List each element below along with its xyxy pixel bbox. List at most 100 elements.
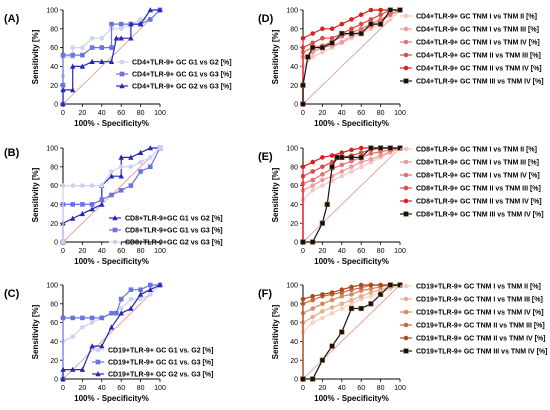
data-point <box>358 30 364 37</box>
y-tick-label: 100 <box>46 283 58 290</box>
legend-entry: CD8+TLR-9+ GC TNM I vs TNM III [%] <box>400 160 539 167</box>
reference-diagonal <box>62 9 161 105</box>
legend-entry: CD8+TLR-9+ GC TNM II vs TNM III [%] <box>400 186 541 193</box>
data-point <box>80 325 85 330</box>
legend-swatch-marker <box>403 211 409 217</box>
data-point <box>99 45 105 50</box>
x-tick-label: 80 <box>137 385 145 392</box>
x-axis-title: 100% - Specificity% <box>314 119 389 128</box>
data-point <box>339 21 345 27</box>
data-point <box>320 172 325 177</box>
data-point <box>378 153 383 158</box>
data-point <box>320 35 325 41</box>
y-tick-label: 20 <box>50 83 58 90</box>
data-point <box>388 17 393 22</box>
data-point <box>79 63 86 69</box>
x-tick-label: 80 <box>137 110 145 117</box>
y-tick-label: 20 <box>50 221 58 228</box>
legend: CD19+TLR-9+ GC G1 vs. G2 [%] CD19+TLR-9+ … <box>92 348 213 379</box>
legend-entry: CD4+TLR-9+ GC G2 vs G3 [%] <box>116 83 232 91</box>
data-point <box>329 153 335 158</box>
legend-swatch-marker <box>403 322 409 328</box>
legend-entry: CD19+TLR-9+ GC TNM I vs TNM II [%] <box>400 284 541 291</box>
legend-swatch-marker <box>403 283 409 289</box>
data-point <box>329 26 335 32</box>
data-point <box>339 30 345 37</box>
legend-label: CD8+TLR-9+GC G2 vs G3 [%] <box>125 240 223 247</box>
y-tick-label: 0 <box>294 240 298 247</box>
data-point <box>320 292 325 297</box>
data-point <box>138 296 143 302</box>
data-point <box>348 305 355 312</box>
data-point <box>329 164 335 170</box>
data-point <box>300 296 306 302</box>
data-point <box>310 297 316 303</box>
data-point <box>60 239 66 245</box>
data-point <box>99 315 105 321</box>
y-tick-label: 0 <box>294 102 298 109</box>
legend-swatch-marker <box>403 26 409 32</box>
data-point <box>378 282 383 288</box>
data-point <box>113 35 120 41</box>
data-point <box>89 206 95 212</box>
legend-label: CD4+TLR-9+ GC TNM III vs TNM IV [%] <box>416 79 544 86</box>
legend-entry: CD19+TLR-9+ GC G1 vs. G3 [%] <box>92 360 213 367</box>
data-point <box>157 7 163 13</box>
data-point <box>339 154 345 161</box>
data-point <box>80 45 85 50</box>
data-point <box>70 215 76 221</box>
x-tick-label: 60 <box>117 385 125 392</box>
x-axis-title: 100% - Specificity% <box>74 257 149 266</box>
x-tick-label: 100 <box>154 110 166 117</box>
data-point <box>300 82 306 88</box>
legend-label: CD8+TLR-9+ GC TNM III vs TNM IV [%] <box>416 212 544 219</box>
legend-swatch-marker <box>119 83 125 89</box>
legend: CD8+TLR-9+ GC TNM I vs TNM II [%] CD8+TLR… <box>400 147 544 219</box>
x-tick-label: 20 <box>79 110 87 117</box>
data-point <box>397 145 403 151</box>
data-point <box>339 169 345 174</box>
legend-label: CD8+TLR-9+ GC TNM II vs TNM III [%] <box>416 186 541 193</box>
data-point <box>329 297 335 303</box>
panel-label: (D) <box>258 13 274 25</box>
data-point <box>320 315 325 321</box>
legend-entry: CD19+TLR-9+ GC TNM II vs TNM IV [%] <box>400 336 546 343</box>
x-axis-title: 100% - Specificity% <box>314 257 389 266</box>
data-point <box>368 286 374 292</box>
data-point <box>339 150 345 155</box>
data-point <box>397 7 403 13</box>
x-tick-label: 100 <box>154 248 166 255</box>
legend-label: CD19+TLR-9+ GC G1 vs. G2 [%] <box>108 348 213 355</box>
data-point <box>60 101 66 107</box>
data-point <box>118 188 124 193</box>
data-point <box>368 282 374 288</box>
x-tick-label: 0 <box>301 385 305 392</box>
legend-label: CD8+TLR-9+ GC TNM II vs TNM IV [%] <box>416 199 542 206</box>
panel-c: (C) 0 20 40 60 80 100 0 20 40 60 80 100 100% - Specif… <box>4 282 213 403</box>
data-point <box>137 291 144 297</box>
data-point <box>310 306 316 311</box>
data-point <box>310 31 316 36</box>
data-point <box>99 183 105 188</box>
data-point <box>109 310 114 316</box>
x-tick-label: 0 <box>301 248 305 255</box>
legend-entry: CD4+TLR-9+ GC TNM I vs TNM II [%] <box>400 14 537 21</box>
x-tick-label: 80 <box>377 110 385 117</box>
x-tick-label: 100 <box>394 385 406 392</box>
data-point <box>329 290 335 295</box>
x-tick-label: 80 <box>377 248 385 255</box>
data-point <box>320 309 325 314</box>
data-point <box>329 35 335 41</box>
data-point <box>157 282 163 288</box>
data-point <box>349 297 354 303</box>
data-point <box>310 159 316 165</box>
legend-label: CD19+TLR-9+ GC TNM II vs TNM III [%] <box>416 323 545 330</box>
y-tick-label: 0 <box>294 377 298 384</box>
y-tick-label: 80 <box>290 26 298 33</box>
panel-label: (A) <box>4 13 20 25</box>
legend-label: CD8+TLR-9+GC G1 vs G2 [%] <box>125 216 223 223</box>
legend-entry: CD8+TLR-9+GC G1 vs G2 [%] <box>109 215 223 223</box>
data-point <box>300 376 306 382</box>
legend-swatch-marker <box>95 371 101 377</box>
data-point <box>300 239 306 245</box>
